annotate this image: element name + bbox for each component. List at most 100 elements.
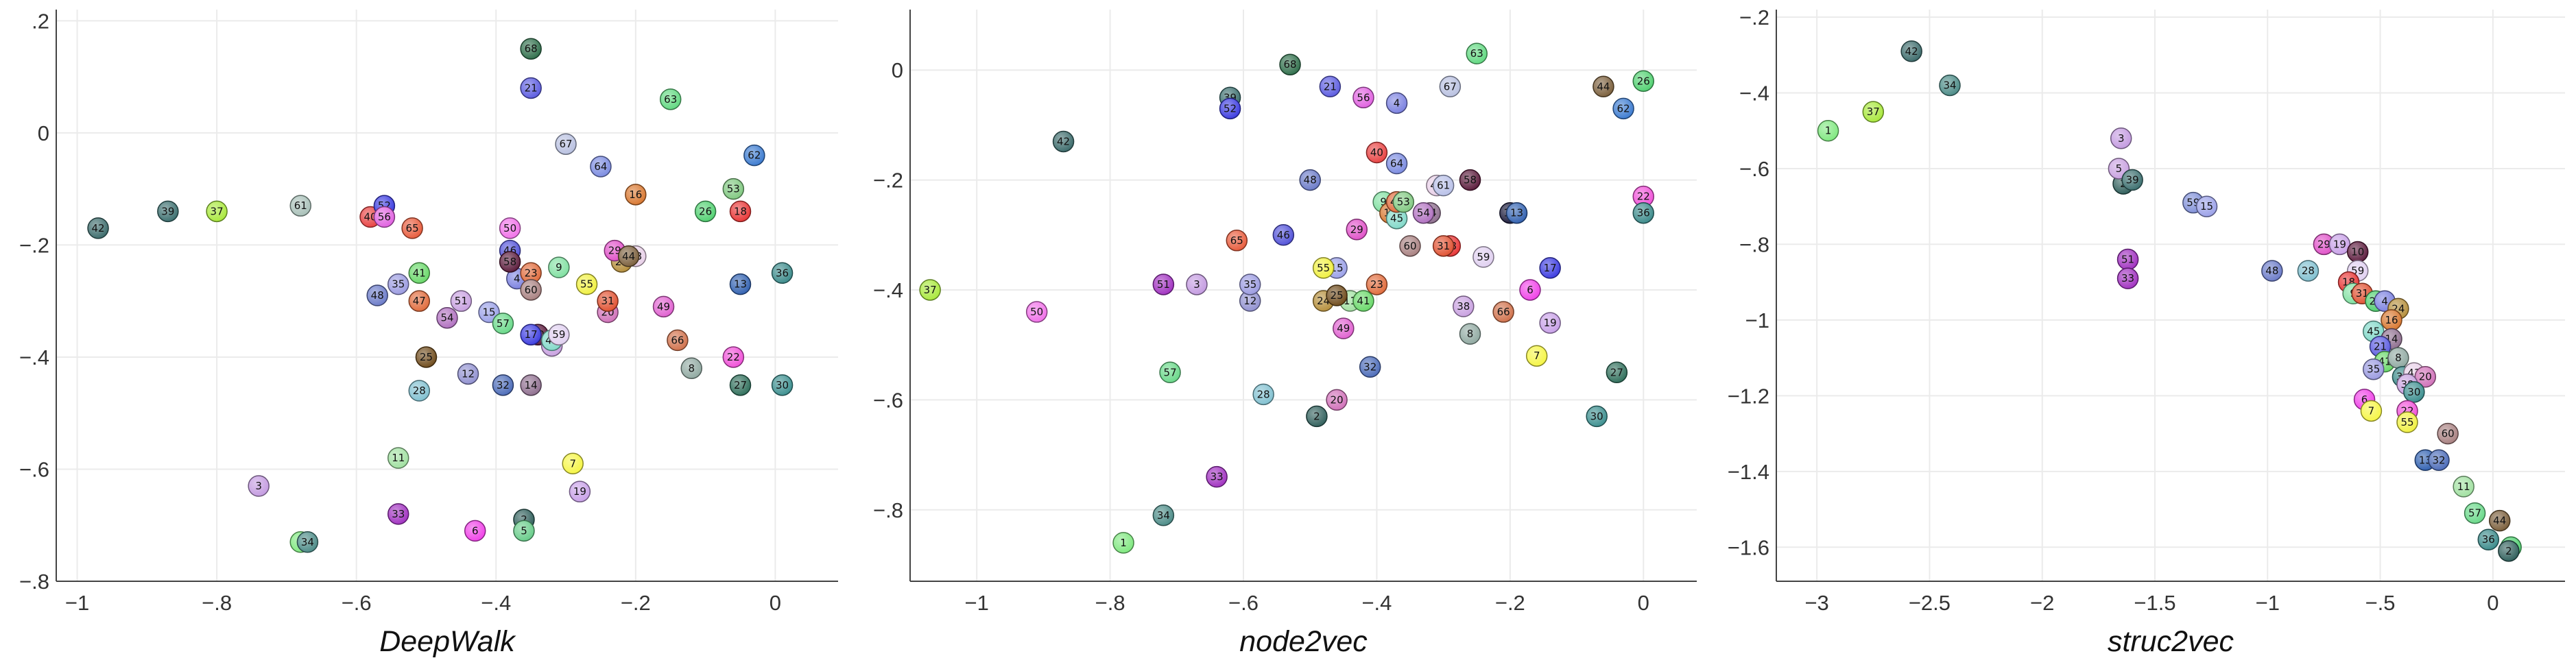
- data-point: 1: [1112, 532, 1134, 554]
- point-label: 61: [1437, 180, 1450, 192]
- data-point: 12: [457, 363, 479, 385]
- point-marker: [206, 200, 228, 223]
- point-marker: [2477, 528, 2500, 550]
- point-marker: [2428, 449, 2450, 472]
- point-label: 41: [1357, 295, 1370, 307]
- point-label: 4: [1394, 97, 1400, 109]
- data-point: 57: [1159, 361, 1181, 384]
- data-point: 68: [1279, 53, 1301, 75]
- y-tick-label: −1: [1745, 308, 1769, 332]
- point-marker: [652, 295, 675, 318]
- y-tick-label: −.2: [873, 169, 903, 193]
- data-point: 55: [575, 273, 598, 295]
- point-label: 58: [503, 256, 516, 268]
- y-tick-label: −.8: [873, 498, 903, 522]
- data-point: 2: [2498, 540, 2520, 562]
- y-tick-label: −.8: [1739, 232, 1769, 256]
- point-marker: [617, 245, 640, 267]
- point-marker: [520, 77, 542, 99]
- point-label: 39: [161, 205, 174, 217]
- point-marker: [569, 481, 591, 502]
- point-label: 11: [392, 452, 405, 464]
- data-point: 67: [555, 133, 577, 155]
- data-point: 11: [2453, 476, 2474, 498]
- point-marker: [436, 306, 458, 329]
- data-point: 28: [2297, 260, 2319, 282]
- data-point: 12: [1239, 290, 1261, 312]
- point-label: 32: [2432, 454, 2445, 466]
- point-label: 8: [2395, 352, 2402, 364]
- data-point: 61: [289, 195, 311, 217]
- y-tick-label: −.6: [873, 388, 903, 412]
- data-point: 59: [1472, 246, 1494, 268]
- y-tick-label: −1.2: [1728, 384, 1769, 408]
- point-marker: [2360, 400, 2383, 422]
- data-point: 22: [1632, 185, 1654, 208]
- data-point: 11: [387, 447, 409, 469]
- point-label: 55: [1317, 262, 1330, 274]
- point-label: 66: [1497, 306, 1510, 318]
- point-label: 3: [255, 480, 262, 492]
- data-point: 27: [729, 374, 752, 396]
- point-label: 3: [1193, 278, 1200, 291]
- data-point: 40: [1365, 141, 1388, 164]
- data-point: 65: [401, 217, 423, 239]
- point-marker: [2261, 260, 2283, 282]
- point-label: 28: [2302, 265, 2315, 277]
- point-label: 34: [1943, 79, 1956, 91]
- point-label: 61: [294, 199, 307, 212]
- point-marker: [1365, 273, 1388, 295]
- data-point: 44: [2488, 509, 2511, 532]
- point-marker: [659, 88, 682, 110]
- data-point: 48: [366, 284, 388, 306]
- point-label: 60: [2442, 428, 2455, 440]
- point-label: 56: [378, 211, 391, 223]
- point-label: 18: [734, 205, 747, 217]
- data-point: 25: [1326, 284, 1348, 306]
- data-point: 28: [408, 380, 431, 402]
- point-label: 51: [455, 295, 468, 307]
- point-marker: [1333, 317, 1355, 339]
- point-label: 7: [2368, 404, 2375, 417]
- point-marker: [492, 313, 514, 334]
- point-label: 38: [1457, 300, 1470, 313]
- data-point: 5: [513, 520, 535, 542]
- point-marker: [1459, 169, 1481, 191]
- point-label: 34: [301, 536, 314, 548]
- point-marker: [1112, 532, 1134, 554]
- point-label: 19: [2333, 238, 2346, 250]
- point-label: 45: [1390, 212, 1403, 225]
- point-label: 49: [657, 300, 670, 313]
- point-marker: [2328, 233, 2351, 256]
- point-label: 59: [552, 328, 565, 341]
- point-marker: [1359, 356, 1381, 378]
- point-marker: [729, 273, 752, 295]
- data-point: 32: [2428, 449, 2450, 472]
- data-point: 55: [2396, 411, 2418, 433]
- y-tick-label: −1.4: [1728, 460, 1769, 484]
- point-label: 35: [1243, 278, 1256, 291]
- x-tick-label: −.8: [202, 591, 232, 615]
- data-point: 19: [2328, 233, 2351, 256]
- point-marker: [1252, 383, 1274, 406]
- data-point: 51: [450, 290, 473, 312]
- point-label: 64: [594, 160, 607, 173]
- point-label: 2: [2505, 545, 2512, 557]
- point-label: 39: [2126, 174, 2139, 186]
- data-point: 53: [722, 178, 745, 200]
- point-label: 10: [2351, 245, 2364, 258]
- point-marker: [1862, 101, 1885, 123]
- point-marker: [1586, 405, 1608, 428]
- point-marker: [296, 531, 319, 553]
- data-point: 54: [436, 306, 458, 329]
- data-point: 30: [771, 374, 794, 396]
- point-label: 29: [2317, 238, 2330, 250]
- point-label: 65: [406, 222, 419, 234]
- data-point: 67: [1439, 75, 1462, 98]
- point-marker: [373, 206, 396, 228]
- point-label: 60: [525, 284, 538, 296]
- point-marker: [2195, 195, 2218, 217]
- point-marker: [248, 475, 270, 497]
- data-point: 21: [520, 77, 542, 99]
- point-marker: [1299, 169, 1321, 191]
